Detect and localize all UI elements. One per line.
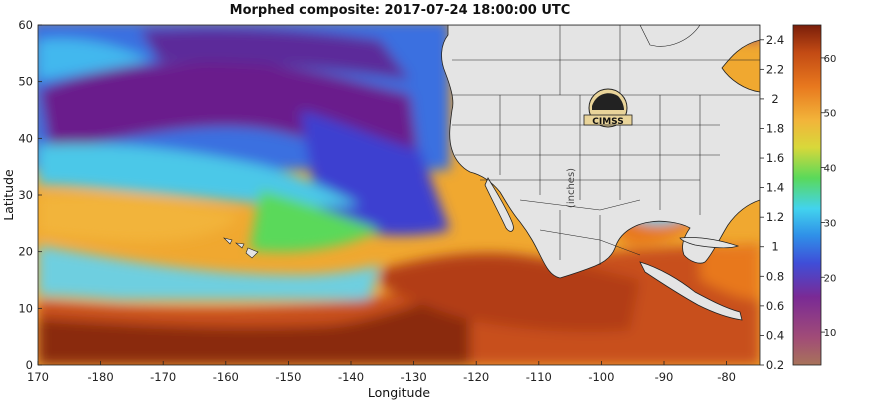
- outer-cb-tick-label: 60: [824, 54, 837, 65]
- svg-text:CIMSS: CIMSS: [592, 117, 623, 127]
- y-tick-label: 10: [18, 301, 33, 315]
- outer-cb-tick-label: 50: [824, 109, 837, 120]
- x-tick-label: -120: [463, 370, 489, 384]
- tpw-field: [38, 25, 760, 365]
- inner-cb-tick-label: 2.4: [766, 33, 784, 47]
- x-tick-label: -90: [655, 370, 674, 384]
- y-tick-label: 50: [18, 75, 33, 89]
- outer-cb-tick-label: 20: [824, 273, 837, 284]
- y-tick-label: 40: [18, 131, 33, 145]
- inner-cb-tick-label: 2: [771, 92, 778, 106]
- x-tick-label: -180: [88, 370, 114, 384]
- inner-cb-tick-label: 2.2: [766, 62, 784, 76]
- inner-cb-tick-label: 1.8: [766, 121, 784, 135]
- outer-cb-tick-label: 10: [824, 328, 837, 339]
- y-tick-label: 30: [18, 188, 33, 202]
- x-tick-label: -160: [213, 370, 239, 384]
- inner-cb-tick-label: 1.4: [766, 181, 784, 195]
- inner-cb-tick-label: 0.8: [766, 269, 784, 283]
- x-axis-title: Longitude: [368, 385, 430, 400]
- inner-colorbar-ticks: 0.2 0.4 0.6 0.8 1 1.2 1.4 1.6 1.8 2 2.2 2.4: [760, 33, 784, 372]
- colorbar: [792, 24, 822, 366]
- x-tick-label: 170: [27, 370, 49, 384]
- political-borders: [452, 25, 760, 265]
- inner-colorbar-unit: (inches): [566, 168, 577, 208]
- inner-cb-tick-label: 1.6: [766, 151, 784, 165]
- y-tick-label: 60: [18, 18, 33, 32]
- outer-cb-tick-label: 40: [824, 164, 837, 175]
- inner-cb-tick-label: 0.6: [766, 299, 784, 313]
- y-axis: 0 10 20 30 40 50 60: [18, 18, 42, 372]
- x-tick-label: -100: [588, 370, 614, 384]
- y-tick-label: 0: [26, 358, 33, 372]
- x-tick-label: -130: [401, 370, 427, 384]
- map-title: Morphed composite: 2017-07-24 18:00:00 U…: [229, 3, 571, 18]
- inner-cb-tick-label: 0.2: [766, 358, 784, 372]
- x-tick-label: -80: [717, 370, 736, 384]
- outer-cb-tick-label: 30: [824, 218, 837, 229]
- x-tick-label: -170: [150, 370, 176, 384]
- x-tick-label: -150: [275, 370, 301, 384]
- land-mask: [223, 25, 760, 321]
- x-axis: 170 -180 -170 -160 -150 -140 -130 -120 -110 -100 -…: [27, 361, 736, 384]
- x-tick-label: -140: [338, 370, 364, 384]
- cimss-logo: CIMSS: [583, 88, 633, 128]
- outer-colorbar-ticks: 10 20 30 40 50 60: [821, 54, 836, 339]
- y-axis-title: Latitude: [1, 169, 16, 221]
- y-tick-label: 20: [18, 245, 33, 259]
- x-tick-label: -110: [526, 370, 552, 384]
- inner-cb-tick-label: 1: [771, 240, 778, 254]
- inner-cb-tick-label: 1.2: [766, 210, 784, 224]
- inner-cb-tick-label: 0.4: [766, 328, 784, 342]
